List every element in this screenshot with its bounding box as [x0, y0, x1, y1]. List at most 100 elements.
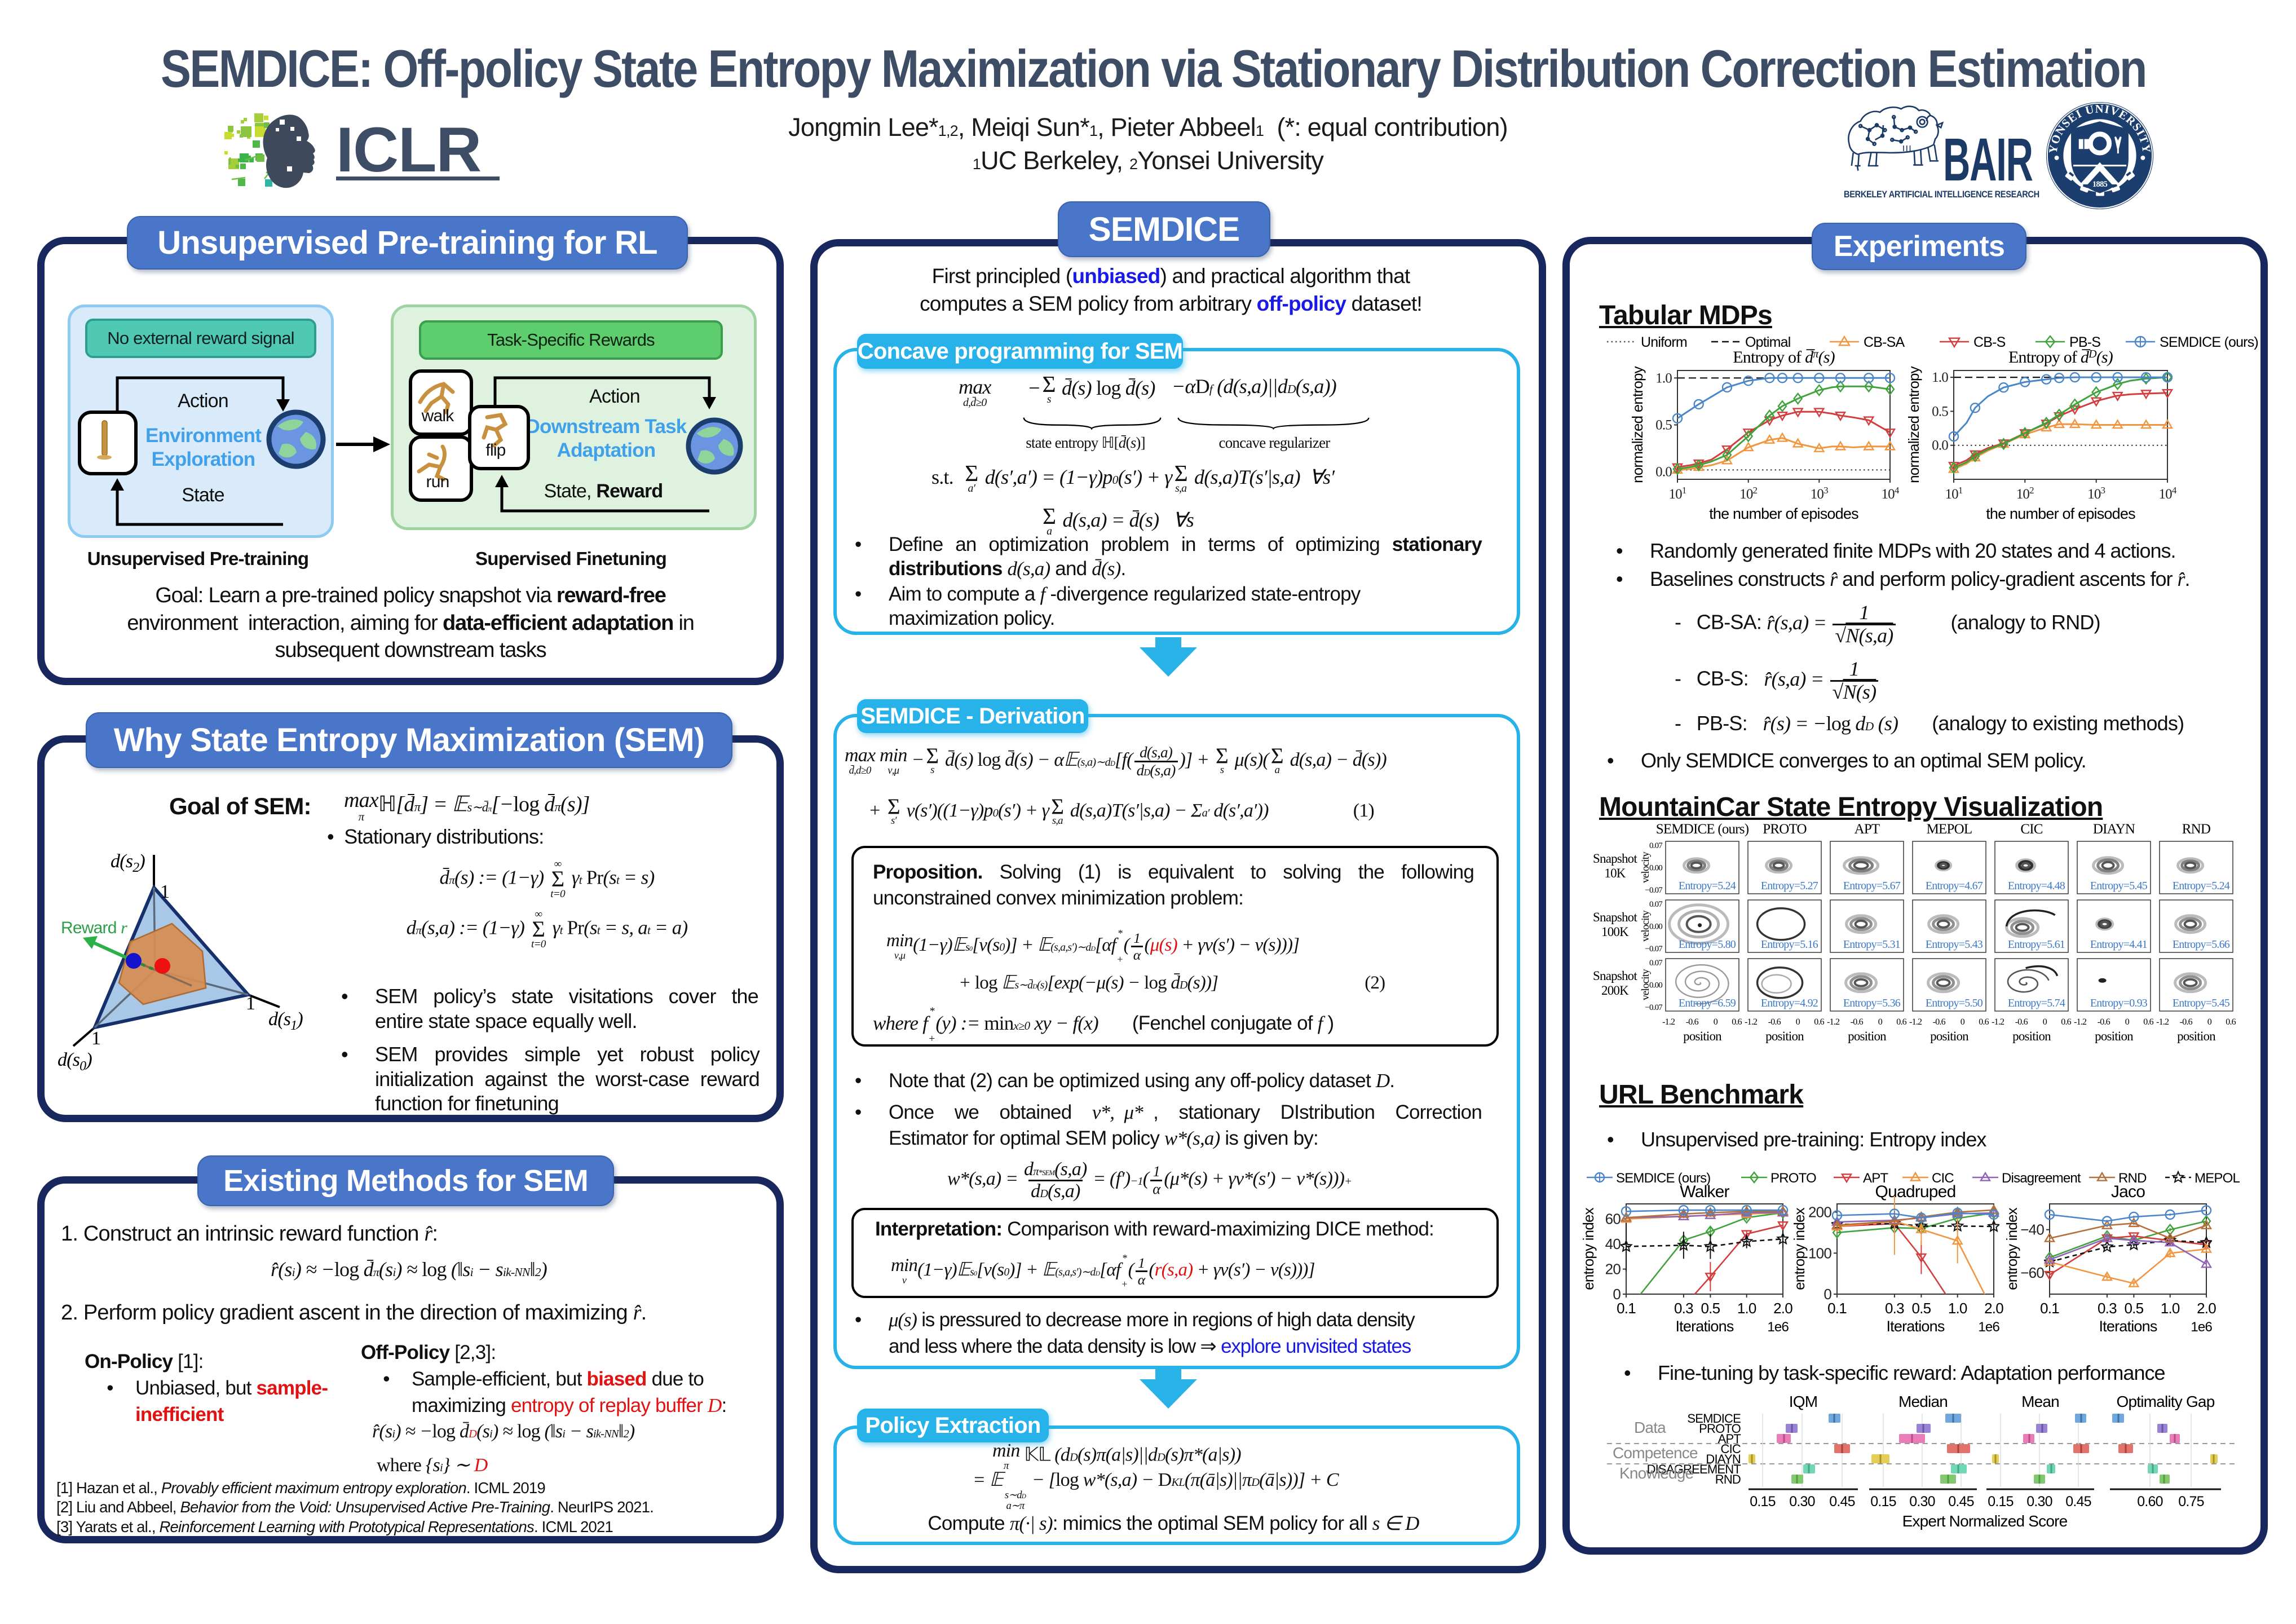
svg-text:1.0: 1.0	[2161, 1300, 2180, 1317]
svg-text:-0.6: -0.6	[1851, 1017, 1864, 1027]
svg-text:−0.07: −0.07	[1645, 945, 1663, 954]
svg-text:CIC: CIC	[2020, 822, 2042, 837]
svg-text:-0.6: -0.6	[1768, 1017, 1781, 1027]
svg-text:0.6: 0.6	[1979, 1017, 1989, 1027]
svg-text:DISAGREEMENT: DISAGREEMENT	[1647, 1462, 1741, 1476]
svg-text:Entropy=5.80: Entropy=5.80	[1679, 938, 1736, 951]
svg-text:40: 40	[1605, 1235, 1621, 1252]
svg-text:CIC: CIC	[1721, 1442, 1741, 1456]
svg-text:0: 0	[1823, 1286, 1831, 1303]
svg-text:Entropy=4.48: Entropy=4.48	[2008, 880, 2065, 892]
svg-text:0: 0	[1878, 1017, 1883, 1027]
svg-text:RND: RND	[2182, 822, 2211, 837]
svg-text:102: 102	[2016, 485, 2034, 502]
svg-text:Entropy=5.24: Entropy=5.24	[1679, 880, 1736, 892]
svg-text:1e6: 1e6	[1978, 1320, 1999, 1335]
svg-text:1885: 1885	[2092, 180, 2108, 189]
svg-text:0.45: 0.45	[1948, 1494, 1973, 1510]
svg-text:the number of episodes: the number of episodes	[1709, 505, 1858, 522]
svg-text:0.15: 0.15	[1870, 1494, 1896, 1510]
svg-text:Entropy=4.92: Entropy=4.92	[1761, 997, 1818, 1009]
svg-text:0: 0	[1613, 1286, 1621, 1303]
svg-text:1e6: 1e6	[2191, 1320, 2212, 1335]
svg-text:103: 103	[2087, 485, 2105, 502]
svg-text:position: position	[1683, 1029, 1722, 1043]
svg-text:normalized entropy: normalized entropy	[1905, 366, 1922, 483]
svg-text:1: 1	[160, 881, 169, 902]
svg-text:0.07: 0.07	[1649, 959, 1663, 968]
svg-text:Entropy=4.41: Entropy=4.41	[2090, 938, 2147, 951]
svg-text:0.6: 0.6	[1814, 1017, 1824, 1027]
svg-text:velocity: velocity	[1640, 910, 1652, 942]
svg-text:0.6: 0.6	[2143, 1017, 2153, 1027]
svg-text:0.07: 0.07	[1649, 841, 1663, 850]
svg-text:BERKELEY ARTIFICIAL INTELLIGEN: BERKELEY ARTIFICIAL INTELLIGENCE RESEARC…	[1844, 189, 2039, 200]
svg-text:entropy index: entropy index	[1580, 1207, 1597, 1290]
svg-text:Snapshot: Snapshot	[1593, 910, 1637, 924]
svg-text:PROTO: PROTO	[1770, 1171, 1816, 1186]
svg-text:100K: 100K	[1601, 925, 1629, 939]
svg-text:0.00: 0.00	[1649, 981, 1662, 990]
svg-text:−0.07: −0.07	[1645, 886, 1663, 895]
svg-text:Entropy=5.61: Entropy=5.61	[2008, 938, 2065, 951]
svg-text:Entropy=5.66: Entropy=5.66	[2173, 938, 2230, 951]
svg-text:Entropy=5.45: Entropy=5.45	[2090, 880, 2148, 892]
svg-text:Expert Normalized Score: Expert Normalized Score	[1902, 1512, 2068, 1530]
svg-text:SEMDICE (ours): SEMDICE (ours)	[1616, 1171, 1711, 1186]
svg-text:APT: APT	[1863, 1171, 1888, 1186]
svg-text:0.75: 0.75	[2178, 1494, 2204, 1510]
svg-text:APT: APT	[1855, 822, 1880, 837]
svg-text:1: 1	[91, 1028, 100, 1049]
svg-text:PB-S: PB-S	[2069, 334, 2100, 350]
svg-text:velocity: velocity	[1640, 851, 1652, 883]
svg-text:102: 102	[1739, 485, 1757, 502]
svg-text:104: 104	[2158, 485, 2176, 502]
svg-text:0.07: 0.07	[1649, 900, 1663, 909]
svg-text:Data: Data	[1634, 1419, 1666, 1436]
svg-text:0.00: 0.00	[1649, 923, 1662, 932]
svg-text:PROTO: PROTO	[1763, 822, 1807, 837]
svg-text:Jaco: Jaco	[2111, 1182, 2145, 1201]
svg-text:-0.6: -0.6	[2098, 1017, 2110, 1027]
svg-text:entropy index: entropy index	[1791, 1207, 1808, 1290]
svg-text:0: 0	[2125, 1017, 2130, 1027]
svg-text:0.0: 0.0	[1655, 465, 1672, 480]
svg-text:Snapshot: Snapshot	[1593, 969, 1637, 983]
svg-text:Walker: Walker	[1680, 1182, 1729, 1201]
svg-text:0.5: 0.5	[2125, 1300, 2144, 1317]
svg-text:the number of episodes: the number of episodes	[1986, 505, 2135, 522]
svg-text:SEMDICE (ours): SEMDICE (ours)	[2160, 334, 2258, 350]
svg-text:-0.6: -0.6	[2180, 1017, 2193, 1027]
svg-text:position: position	[1930, 1029, 1969, 1043]
svg-text:104: 104	[1881, 485, 1899, 502]
svg-text:0: 0	[2207, 1017, 2212, 1027]
svg-text:1.0: 1.0	[1655, 370, 1672, 386]
svg-text:0.6: 0.6	[2226, 1017, 2236, 1027]
svg-text:1: 1	[246, 993, 255, 1014]
svg-text:-0.6: -0.6	[2015, 1017, 2028, 1027]
svg-text:0.3: 0.3	[2098, 1300, 2117, 1317]
svg-text:IQM: IQM	[1789, 1393, 1817, 1410]
svg-text:103: 103	[1811, 485, 1828, 502]
svg-text:Entropy=5.27: Entropy=5.27	[1761, 880, 1818, 892]
svg-text:Quadruped: Quadruped	[1875, 1182, 1956, 1201]
svg-text:Entropy of d̅D(s): Entropy of d̅D(s)	[2008, 348, 2113, 367]
svg-text:−0.07: −0.07	[1645, 1003, 1663, 1012]
svg-text:-1.2: -1.2	[2074, 1017, 2087, 1027]
svg-text:0.1: 0.1	[1617, 1300, 1636, 1317]
svg-text:101: 101	[1945, 485, 1962, 502]
svg-text:1.0: 1.0	[1737, 1300, 1756, 1317]
svg-text:velocity: velocity	[1640, 969, 1652, 1000]
svg-text:0.45: 0.45	[2065, 1494, 2091, 1510]
svg-text:0.15: 0.15	[1750, 1494, 1775, 1510]
svg-text:Entropy=5.31: Entropy=5.31	[1843, 938, 1900, 951]
svg-text:Entropy=5.45: Entropy=5.45	[2173, 997, 2230, 1009]
svg-text:-0.6: -0.6	[1686, 1017, 1699, 1027]
svg-text:0.0: 0.0	[1932, 438, 1948, 453]
svg-text:0.45: 0.45	[1829, 1494, 1855, 1510]
svg-text:Entropy=4.67: Entropy=4.67	[1926, 880, 1983, 892]
svg-text:SEMDICE (ours): SEMDICE (ours)	[1656, 822, 1749, 837]
svg-text:-1.2: -1.2	[1909, 1017, 1922, 1027]
svg-text:Mean: Mean	[2021, 1393, 2059, 1410]
svg-text:0.5: 0.5	[1932, 404, 1948, 419]
